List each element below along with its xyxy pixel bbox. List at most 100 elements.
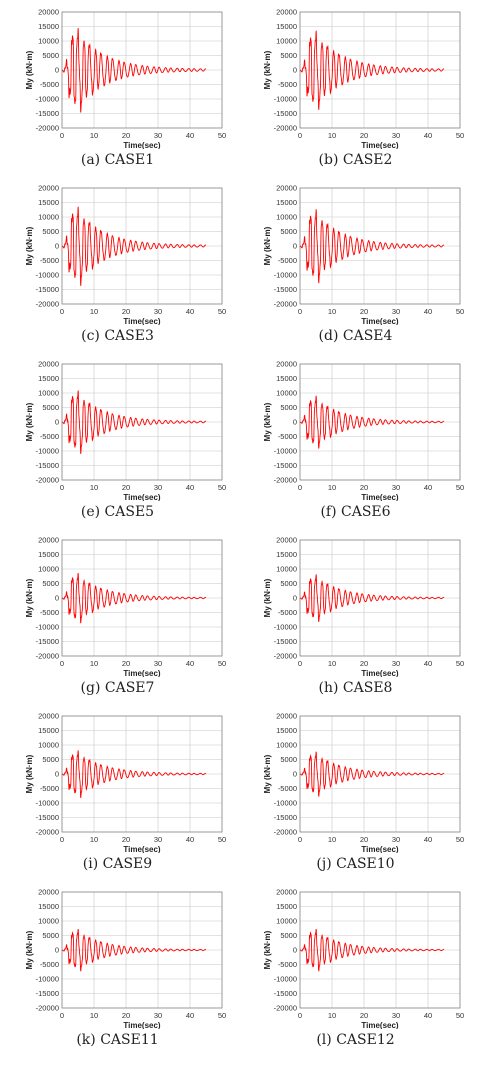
x-tick-label: 40 <box>424 307 432 316</box>
panel-caption: (l) CASE12 <box>316 1032 395 1048</box>
y-tick-label: 5000 <box>42 403 59 412</box>
x-tick-label: 50 <box>456 659 464 668</box>
chart-panel: 20000 15000 10000 5000 0 -5000 -10000 -15000 -20… <box>0 180 235 356</box>
y-tick-label: -20000 <box>36 652 59 661</box>
y-tick-label: 20000 <box>276 360 297 369</box>
y-tick-label: -20000 <box>274 300 297 309</box>
y-axis-label: My (kN·m) <box>25 754 34 793</box>
x-tick-label: 10 <box>328 1011 336 1020</box>
x-axis-label: Time(sec) <box>361 317 399 325</box>
y-tick-label: -15000 <box>274 989 297 998</box>
y-tick-label: 20000 <box>276 888 297 897</box>
panel-caption: (b) CASE2 <box>318 152 393 168</box>
y-tick-label: 20000 <box>38 184 59 193</box>
y-tick-label: 20000 <box>38 888 59 897</box>
x-tick-label: 0 <box>298 659 302 668</box>
x-tick-label: 10 <box>328 307 336 316</box>
x-tick-label: 30 <box>154 483 162 492</box>
x-tick-label: 0 <box>60 659 64 668</box>
y-axis-label: My (kN·m) <box>263 226 272 265</box>
y-tick-label: 20000 <box>38 536 59 545</box>
series-line <box>299 209 445 284</box>
chart-svg: 20000 15000 10000 5000 0 -5000 -10000 -15000 -20… <box>25 888 226 1030</box>
x-tick-label: 50 <box>456 307 464 316</box>
y-tick-label: 10000 <box>276 389 297 398</box>
x-axis-label: Time(sec) <box>361 493 399 501</box>
x-tick-label: 10 <box>328 659 336 668</box>
y-tick-label: 0 <box>55 770 59 779</box>
series-line <box>61 750 207 798</box>
y-tick-label: -20000 <box>274 1004 297 1013</box>
x-tick-label: 0 <box>298 1011 302 1020</box>
x-tick-label: 30 <box>154 1011 162 1020</box>
x-axis-label: Time(sec) <box>123 493 161 501</box>
chart-svg: 20000 15000 10000 5000 0 -5000 -10000 -15000 -20… <box>263 184 464 326</box>
y-tick-label: 15000 <box>38 550 59 559</box>
y-tick-label: -10000 <box>274 799 297 808</box>
y-tick-label: -15000 <box>36 285 59 294</box>
y-tick-label: -15000 <box>36 109 59 118</box>
y-tick-label: -15000 <box>274 813 297 822</box>
chart-svg: 20000 15000 10000 5000 0 -5000 -10000 -15000 -20… <box>25 712 226 854</box>
chart-panel: 20000 15000 10000 5000 0 -5000 -10000 -15000 -20… <box>238 884 473 1060</box>
y-axis-label: My (kN·m) <box>25 930 34 969</box>
y-tick-label: 10000 <box>38 37 59 46</box>
x-axis-label: Time(sec) <box>361 141 399 149</box>
x-tick-label: 40 <box>424 1011 432 1020</box>
y-tick-label: 5000 <box>280 51 297 60</box>
y-tick-label: 5000 <box>42 755 59 764</box>
y-axis-label: My (kN·m) <box>263 754 272 793</box>
y-tick-label: 15000 <box>38 726 59 735</box>
y-tick-label: -20000 <box>36 124 59 133</box>
x-tick-label: 20 <box>122 835 130 844</box>
x-tick-label: 10 <box>328 131 336 140</box>
x-tick-label: 40 <box>186 483 194 492</box>
x-tick-label: 30 <box>392 835 400 844</box>
chart-panel: 20000 15000 10000 5000 0 -5000 -10000 -15000 -20… <box>238 356 473 532</box>
x-tick-label: 30 <box>154 131 162 140</box>
y-tick-label: 20000 <box>276 8 297 17</box>
x-tick-label: 40 <box>186 131 194 140</box>
y-tick-label: 10000 <box>38 741 59 750</box>
x-tick-label: 40 <box>424 483 432 492</box>
y-tick-label: 20000 <box>276 184 297 193</box>
y-tick-label: -10000 <box>36 447 59 456</box>
y-tick-label: -5000 <box>278 784 297 793</box>
y-axis-label: My (kN·m) <box>263 402 272 441</box>
x-tick-label: 30 <box>392 1011 400 1020</box>
y-tick-label: 10000 <box>276 917 297 926</box>
chart-panel: 20000 15000 10000 5000 0 -5000 -10000 -15000 -20… <box>0 356 235 532</box>
x-tick-label: 40 <box>186 1011 194 1020</box>
y-tick-label: 15000 <box>276 198 297 207</box>
y-tick-label: -5000 <box>278 432 297 441</box>
y-tick-label: -5000 <box>40 432 59 441</box>
x-tick-label: 50 <box>456 1011 464 1020</box>
x-tick-label: 30 <box>392 659 400 668</box>
series-line <box>61 928 207 972</box>
x-axis-label: Time(sec) <box>123 1021 161 1029</box>
y-tick-label: 20000 <box>38 8 59 17</box>
y-tick-label: 0 <box>293 946 297 955</box>
chart-panel: 20000 15000 10000 5000 0 -5000 -10000 -15000 -20… <box>238 708 473 884</box>
x-tick-label: 30 <box>154 835 162 844</box>
x-tick-label: 20 <box>122 1011 130 1020</box>
panel-caption: (j) CASE10 <box>316 856 395 872</box>
x-tick-label: 40 <box>186 307 194 316</box>
y-axis-label: My (kN·m) <box>25 402 34 441</box>
y-axis-label: My (kN·m) <box>25 50 34 89</box>
y-tick-label: 10000 <box>276 741 297 750</box>
x-tick-label: 20 <box>122 483 130 492</box>
y-tick-label: -20000 <box>36 476 59 485</box>
x-tick-label: 0 <box>298 307 302 316</box>
x-tick-label: 40 <box>424 835 432 844</box>
y-tick-label: 5000 <box>280 403 297 412</box>
y-tick-label: -10000 <box>36 799 59 808</box>
x-tick-label: 10 <box>90 1011 98 1020</box>
x-axis-label: Time(sec) <box>361 845 399 853</box>
chart-svg: 20000 15000 10000 5000 0 -5000 -10000 -15000 -20… <box>25 536 226 678</box>
y-tick-label: -20000 <box>274 124 297 133</box>
x-tick-label: 50 <box>456 131 464 140</box>
y-axis-label: My (kN·m) <box>25 226 34 265</box>
y-tick-label: 20000 <box>38 712 59 721</box>
